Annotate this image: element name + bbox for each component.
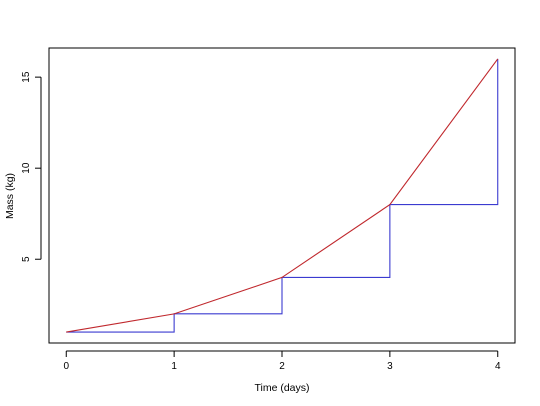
- y-tick-label: 5: [21, 256, 32, 262]
- y-tick-label: 10: [21, 162, 32, 174]
- y-axis-title: Mass (kg): [4, 173, 16, 219]
- x-axis: 0 1 2 3 4: [63, 350, 501, 372]
- x-axis-title: Time (days): [254, 382, 309, 394]
- x-tick-label: 3: [387, 361, 393, 372]
- y-tick-label: 15: [21, 71, 32, 83]
- x-tick-label: 4: [495, 361, 501, 372]
- x-tick-label: 0: [63, 361, 69, 372]
- step-series-line: [66, 58, 499, 333]
- y-axis: 5 10 15: [21, 71, 42, 262]
- plot-frame: [48, 47, 516, 344]
- exponential-series-line: [66, 58, 499, 333]
- x-tick-label: 2: [279, 361, 285, 372]
- x-tick-label: 1: [171, 361, 177, 372]
- series-layer: [66, 58, 499, 333]
